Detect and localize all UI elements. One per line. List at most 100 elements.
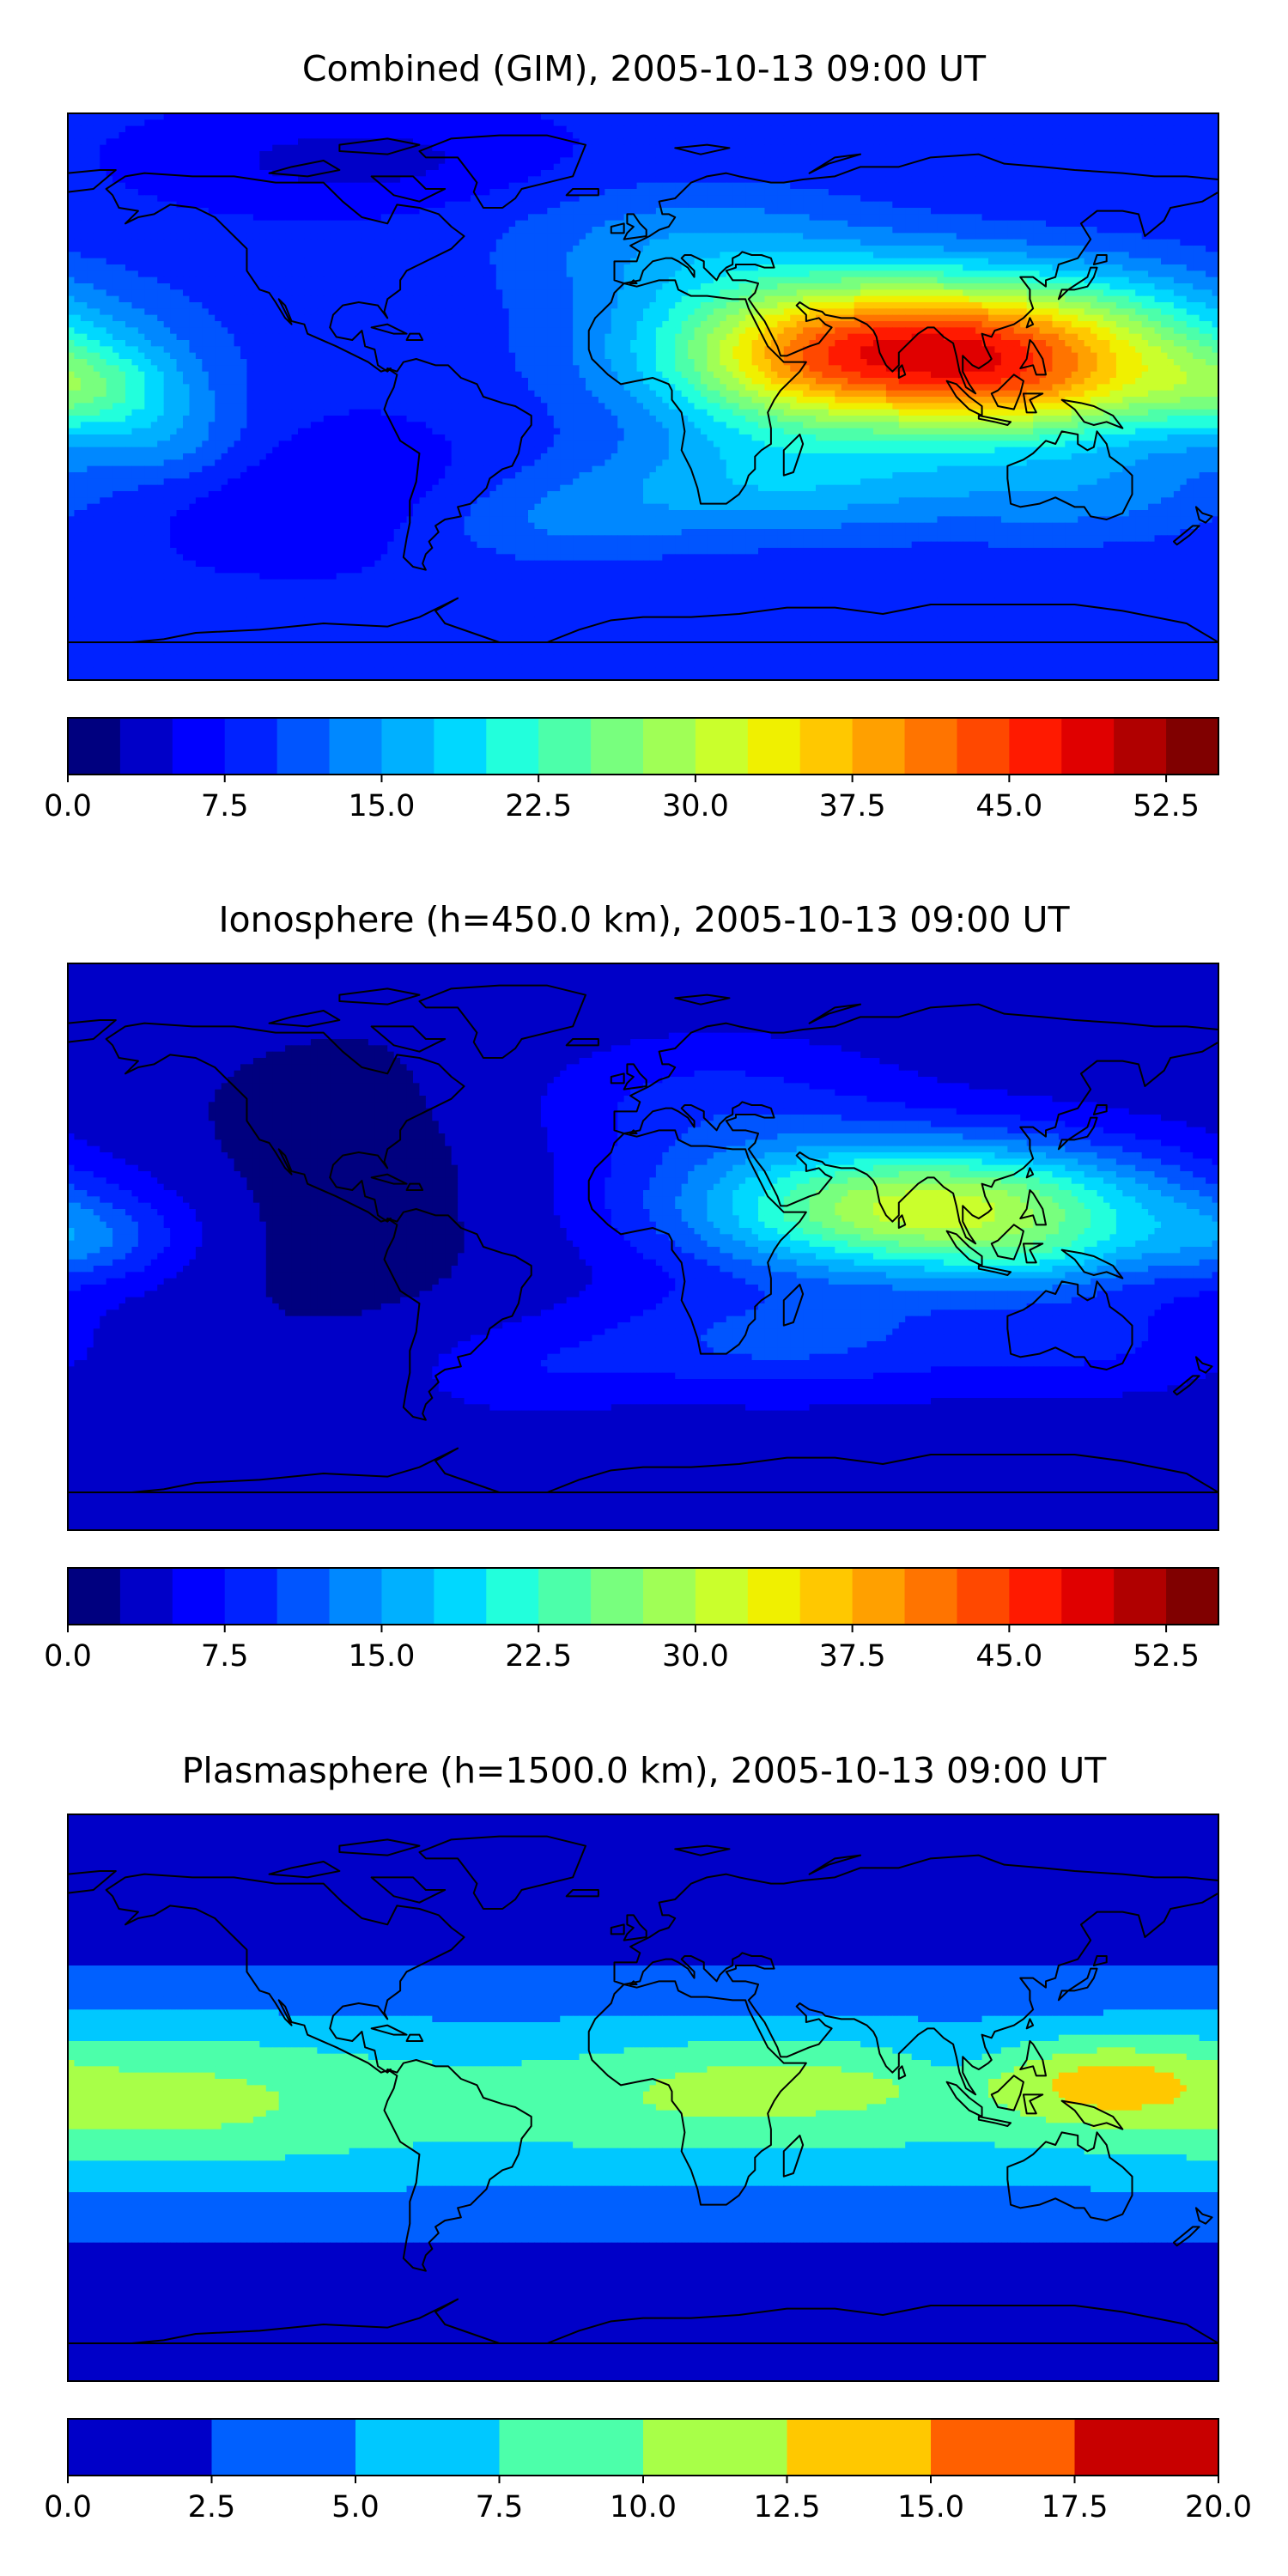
heatmap-cell (528, 276, 536, 284)
heatmap-cell (643, 201, 651, 209)
heatmap-cell (432, 170, 440, 177)
heatmap-cell (975, 239, 983, 246)
heatmap-cell (330, 258, 337, 265)
heatmap-cell (841, 182, 848, 190)
heatmap-cell (349, 151, 356, 158)
heatmap-cell (1000, 276, 1008, 284)
heatmap-cell (1122, 264, 1130, 271)
heatmap-cell (848, 113, 855, 120)
heatmap-cell (1046, 182, 1054, 190)
heatmap-cell (502, 276, 510, 284)
heatmap-cell (1039, 132, 1047, 139)
heatmap-cell (911, 220, 919, 228)
heatmap-cell (963, 176, 970, 184)
heatmap-cell (291, 138, 299, 146)
heatmap-cell (777, 176, 785, 184)
heatmap-cell (106, 227, 113, 234)
heatmap-cell (157, 283, 165, 290)
heatmap-cell (924, 252, 932, 259)
heatmap-cell (68, 132, 76, 139)
heatmap-cell (598, 270, 605, 278)
heatmap-cell (636, 144, 644, 152)
heatmap-cell (150, 119, 158, 127)
heatmap-cell (675, 189, 683, 196)
heatmap-cell (432, 239, 440, 246)
heatmap-cell (758, 170, 766, 177)
heatmap-cell (605, 119, 612, 127)
heatmap-cell (981, 113, 989, 120)
heatmap-cell (668, 125, 676, 133)
heatmap-cell (515, 276, 523, 284)
heatmap-cell (157, 163, 165, 171)
heatmap-cell (783, 151, 791, 158)
heatmap-cell (790, 246, 798, 252)
heatmap-cell (1078, 182, 1085, 190)
heatmap-cell (1212, 182, 1218, 190)
heatmap-cell (816, 276, 823, 284)
heatmap-cell (816, 151, 823, 158)
heatmap-cell (74, 176, 82, 184)
heatmap-cell (931, 258, 939, 265)
heatmap-cell (835, 119, 842, 127)
heatmap-cell (924, 189, 932, 196)
heatmap-cell (547, 239, 555, 246)
heatmap-cell (425, 283, 433, 290)
heatmap-cell (592, 170, 599, 177)
heatmap-cell (246, 201, 254, 209)
heatmap-cell (668, 258, 676, 265)
heatmap-cell (125, 125, 133, 133)
heatmap-cell (547, 227, 555, 234)
heatmap-cell (221, 252, 228, 259)
heatmap-cell (489, 239, 497, 246)
heatmap-cell (246, 176, 254, 184)
heatmap-cell (361, 119, 369, 127)
heatmap-cell (106, 170, 113, 177)
heatmap-cell (221, 176, 228, 184)
heatmap-cell (796, 276, 804, 284)
heatmap-cell (483, 119, 490, 127)
heatmap-cell (592, 246, 599, 252)
heatmap-cell (330, 195, 337, 203)
heatmap-cell (87, 220, 94, 228)
heatmap-cell (809, 189, 817, 196)
heatmap-cell (726, 138, 733, 146)
heatmap-cell (643, 176, 651, 184)
heatmap-cell (1052, 233, 1060, 240)
heatmap-cell (592, 227, 599, 234)
heatmap-cell (560, 233, 568, 240)
heatmap-cell (464, 214, 471, 222)
heatmap-cell (783, 170, 791, 177)
heatmap-cell (617, 233, 625, 240)
heatmap-cell (707, 233, 714, 240)
heatmap-cell (1135, 119, 1143, 127)
heatmap-cell (573, 270, 580, 278)
heatmap-cell (592, 208, 599, 215)
heatmap-cell (202, 227, 210, 234)
heatmap-cell (751, 170, 759, 177)
heatmap-cell (816, 270, 823, 278)
heatmap-cell (137, 132, 145, 139)
heatmap-cell (885, 189, 893, 196)
heatmap-cell (118, 201, 126, 209)
heatmap-cell (1046, 125, 1054, 133)
heatmap-cell (330, 252, 337, 259)
heatmap-cell (368, 163, 375, 171)
heatmap-cell (892, 214, 900, 222)
heatmap-cell (911, 157, 919, 165)
heatmap-cell (1148, 189, 1156, 196)
heatmap-cell (668, 227, 676, 234)
heatmap-cell (246, 227, 254, 234)
heatmap-cell (534, 138, 542, 146)
heatmap-cell (630, 195, 638, 203)
heatmap-cell (1084, 113, 1091, 120)
heatmap-cell (521, 119, 529, 127)
heatmap-cell (202, 144, 210, 152)
heatmap-cell (406, 208, 414, 215)
heatmap-cell (720, 125, 727, 133)
heatmap-cell (125, 189, 133, 196)
heatmap-cell (701, 132, 708, 139)
heatmap-cell (1122, 176, 1130, 184)
heatmap-cell (816, 214, 823, 222)
heatmap-cell (93, 195, 100, 203)
heatmap-cell (1097, 189, 1104, 196)
